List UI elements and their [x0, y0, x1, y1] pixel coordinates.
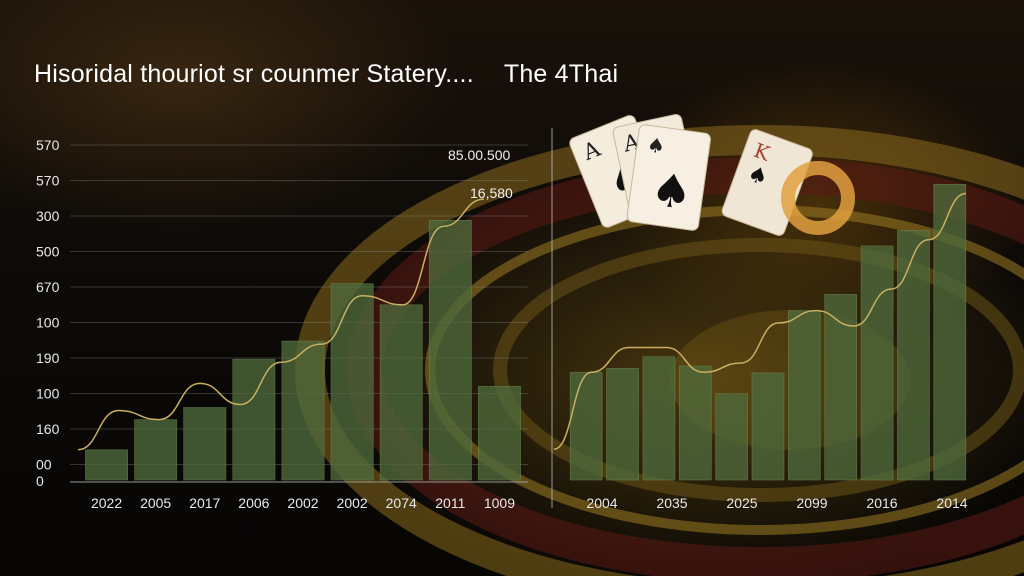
bar: [679, 366, 711, 480]
x-tick-label: 2002: [337, 495, 368, 511]
bar: [233, 359, 275, 480]
bar: [184, 408, 226, 480]
annotation-top-value: 85.00.500: [448, 147, 510, 163]
y-tick-label: 100: [36, 315, 60, 331]
x-tick-label: 2002: [287, 495, 318, 511]
bar: [570, 372, 602, 480]
bar: [861, 246, 893, 480]
annotation-second-value: 16,580: [470, 185, 513, 201]
x-tick-label: 1009: [484, 495, 515, 511]
x-tick-label: 2035: [656, 495, 687, 511]
svg-text:♠: ♠: [646, 132, 667, 158]
x-tick-label: 2006: [238, 495, 269, 511]
svg-text:♠: ♠: [647, 161, 695, 220]
x-tick-label: 2025: [726, 495, 757, 511]
bar: [643, 357, 675, 480]
bar: [380, 305, 422, 480]
bar: [788, 311, 820, 480]
x-tick-label: 2017: [189, 495, 220, 511]
left-chart-x-axis: 2022 2005 2017 2006 2002 2002 2074 2011 1009: [91, 495, 515, 511]
x-tick-label: 2022: [91, 495, 122, 511]
y-tick-label: 570: [36, 137, 60, 153]
bar: [752, 373, 784, 480]
y-tick-label: 500: [36, 244, 60, 260]
bar: [331, 284, 373, 480]
y-tick-label: 570: [36, 173, 60, 189]
x-tick-label: 2005: [140, 495, 171, 511]
bar: [478, 386, 520, 480]
bar: [716, 394, 748, 480]
bar: [934, 184, 966, 480]
bar: [429, 220, 471, 480]
x-tick-label: 2011: [435, 495, 465, 511]
left-chart-series-line: [78, 199, 484, 450]
bar: [607, 368, 639, 480]
y-tick-label: 100: [36, 386, 60, 402]
y-tick-label: 0: [36, 473, 44, 489]
y-tick-label: 300: [36, 208, 60, 224]
x-tick-label: 2099: [796, 495, 827, 511]
left-chart-bars: [85, 220, 520, 480]
bar: [85, 450, 127, 480]
x-tick-label: 2014: [936, 495, 967, 511]
left-chart-y-axis: 570 570 300 500 670 100 190 100 160 000: [36, 137, 60, 489]
y-tick-label: 00: [36, 457, 52, 473]
x-tick-label: 2004: [586, 495, 617, 511]
y-tick-label: 160: [36, 421, 60, 437]
x-tick-label: 2074: [386, 495, 417, 511]
x-tick-label: 2016: [866, 495, 897, 511]
bar: [897, 231, 929, 480]
y-tick-label: 670: [36, 279, 60, 295]
y-tick-label: 190: [36, 350, 60, 366]
bar: [135, 420, 177, 480]
